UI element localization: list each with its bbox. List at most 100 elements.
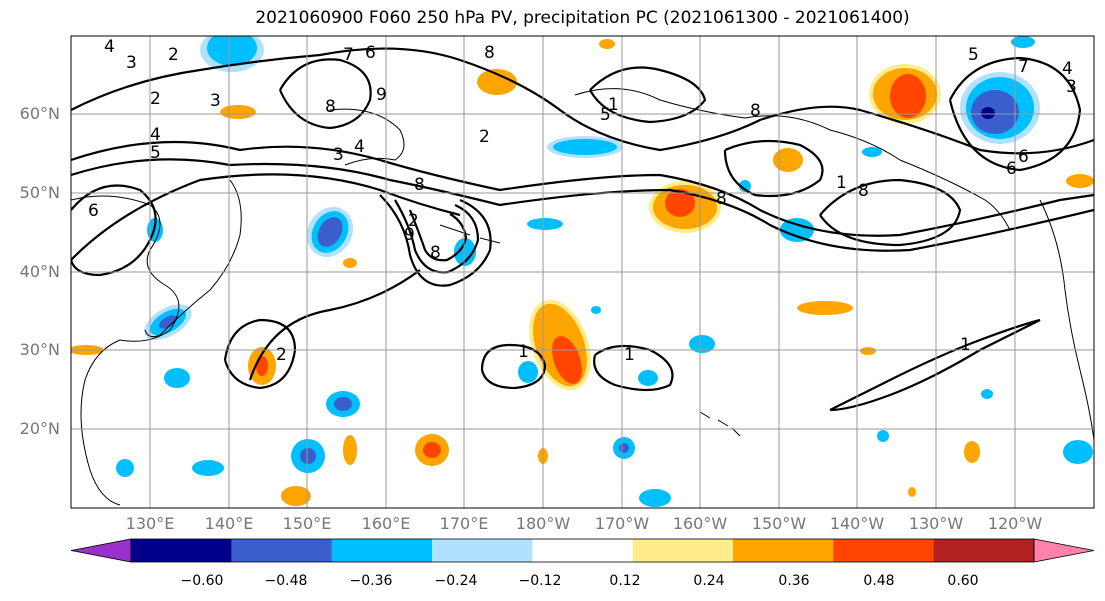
precipitation-shading [71,36,1094,507]
colorbar-tick-label: −0.12 [518,573,562,589]
contour-label: 9 [376,85,387,105]
lon-label: 180°W [515,514,571,533]
contour-label: 8 [484,43,495,63]
contour-label: 5 [150,143,161,163]
precip-positive-patch [890,74,926,118]
pv-contour [379,194,492,287]
colorbar-tick-label: 0.24 [693,573,725,589]
precip-positive-patch [423,442,441,458]
lon-label: 160°E [361,514,411,533]
contour-label: 4 [150,125,161,145]
precip-negative-patch [553,139,617,155]
pv-contour [589,66,707,124]
contour-label: 2 [408,211,419,231]
contour-label: 6 [1018,147,1029,167]
precip-positive-patch [773,148,803,172]
contour-label: 6 [88,201,99,221]
colorbar-tick-label: 0.48 [863,573,895,589]
pv-contour [819,178,962,247]
contour-label: 4 [354,137,365,157]
pv-contour [480,343,547,390]
colorbar-segment [933,539,1035,562]
contour-labels: 4 3 2 2 3 6 7 8 8 9 5 1 2 3 4 5 4 6 8 2 … [88,37,1077,365]
colorbar-segment [331,539,433,562]
contour-label: 7 [1018,57,1029,77]
contour-label: 1 [624,345,635,365]
contour-label: 2 [150,89,161,109]
precip-positive-patch [665,189,695,217]
precip-negative-patch [862,147,882,157]
colorbar-tick-label: −0.36 [349,573,393,589]
precip-positive-patch [220,105,256,119]
colorbar-tick-label: −0.48 [264,573,308,589]
pv-contour [71,140,1094,237]
pv-contour [278,58,372,130]
precip-negative-patch [158,315,178,329]
lat-label: 40°N [19,262,60,281]
contour-label: 3 [333,145,344,165]
lon-label: 160°W [672,514,728,533]
precip-negative-patch [1063,440,1093,464]
precip-positive-patch [599,39,615,49]
colorbar-extension-high [1033,538,1095,563]
contour-label: 4 [104,37,115,57]
precip-negative-patch [192,460,224,476]
colorbar-segment [432,539,533,562]
contour-label: 1 [960,335,971,355]
contour-label: 3 [1066,77,1077,97]
lon-label: 120°W [987,514,1043,533]
pv-contour [723,139,824,198]
contour-label: 6 [365,43,376,63]
colorbar-segment [733,539,834,562]
colorbar [70,538,1095,563]
precip-negative-patch [454,238,476,266]
precip-negative-patch [207,36,257,66]
lon-label: 150°E [282,514,332,533]
map-title: 2021060900 F060 250 hPa PV, precipitatio… [255,8,910,28]
precip-negative-patch [527,218,563,230]
colorbar-segment [833,539,935,562]
contour-label: 7 [343,45,354,65]
lon-label: 130°E [125,514,175,533]
precip-negative-patch [619,443,629,453]
precip-negative-patch [981,389,993,399]
colorbar-tick-label: −0.60 [180,573,224,589]
contour-label: 1 [608,95,619,115]
precip-positive-patch [860,347,876,355]
contour-label: 8 [750,101,761,121]
precip-negative-patch [591,306,601,314]
precip-negative-patch [739,180,751,192]
precip-negative-patch [971,90,1019,134]
colorbar-segment [632,539,734,562]
precip-negative-patch [334,397,352,411]
pv-contour [71,47,1094,155]
contour-label: 5 [968,45,979,65]
precip-positive-patch [908,487,916,497]
precip-positive-patch [1066,174,1094,188]
precip-positive-patch [343,435,357,465]
contour-label: 1 [518,342,529,362]
contour-label: 8 [716,189,727,209]
pv-contour [829,318,1041,412]
contour-label: 8 [325,97,336,117]
precip-negative-patch [164,368,190,388]
contour-label: 4 [1062,59,1073,79]
precip-negative-patch [518,361,538,383]
contour-label: 8 [414,175,425,195]
lon-label: 140°W [829,514,885,533]
lon-label: 130°W [908,514,964,533]
colorbar-extension-low [70,538,132,563]
contour-label: 2 [479,127,490,147]
precip-positive-patch [964,441,980,463]
north-america-coastline [1039,199,1094,441]
pv-contour [948,56,1082,172]
colorbar-tick-label: −0.24 [434,573,478,589]
contour-label: 5 [600,105,611,125]
precip-positive-patch [477,69,517,95]
precip-negative-patch [639,489,671,507]
lon-label: 170°W [594,514,650,533]
precip-positive-patch [552,336,582,384]
precip-negative-patch [877,430,889,442]
lon-label: 140°E [204,514,254,533]
